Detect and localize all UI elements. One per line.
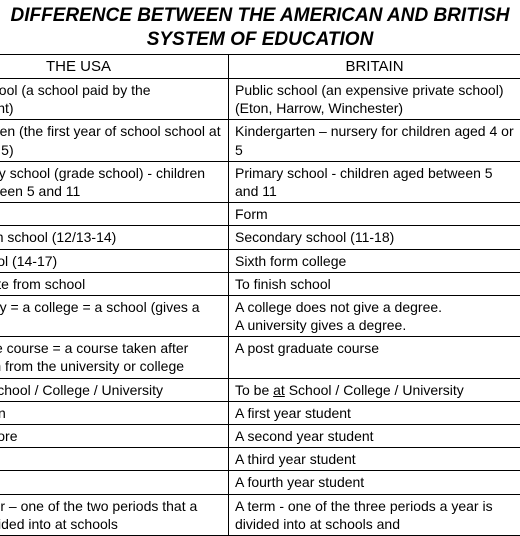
cell-uk: Sixth form college	[229, 249, 520, 272]
comparison-table: THE USA BRITAIN Public school (a school …	[0, 54, 520, 536]
cell-uk: To be at School / College / University	[229, 378, 520, 401]
table-row: GradeForm	[0, 203, 520, 226]
table-row: High school (14-17)Sixth form college	[0, 249, 520, 272]
table-row: Kindergarten (the first year of school s…	[0, 120, 520, 161]
table-header-row: THE USA BRITAIN	[0, 54, 520, 79]
cell-uk: A second year student	[229, 425, 520, 448]
cell-uk: Public school (an expensive private scho…	[229, 79, 520, 120]
cell-uk: Form	[229, 203, 520, 226]
cell-usa: A semester – one of the two periods that…	[0, 494, 229, 535]
header-usa: THE USA	[0, 54, 229, 79]
cell-usa: A university = a college = a school (giv…	[0, 295, 229, 336]
cell-usa: Kindergarten (the first year of school s…	[0, 120, 229, 161]
cell-usa: Junior high school (12/13-14)	[0, 226, 229, 249]
table-row: A semester – one of the two periods that…	[0, 494, 520, 535]
header-uk: BRITAIN	[229, 54, 520, 79]
cell-usa: High school (14-17)	[0, 249, 229, 272]
table-row: To be in School / College / UniversityTo…	[0, 378, 520, 401]
table-row: A seniorA fourth year student	[0, 471, 520, 494]
table-row: A sophomoreA second year student	[0, 425, 520, 448]
cell-uk: A fourth year student	[229, 471, 520, 494]
cell-usa: Public school (a school paid by the gove…	[0, 79, 229, 120]
cell-uk: Secondary school (11-18)	[229, 226, 520, 249]
cell-usa: To be in School / College / University	[0, 378, 229, 401]
table-row: A university = a college = a school (giv…	[0, 295, 520, 336]
cell-usa: A freshman	[0, 401, 229, 424]
cell-uk: To finish school	[229, 272, 520, 295]
table-row: A freshmanA first year student	[0, 401, 520, 424]
table-row: Public school (a school paid by the gove…	[0, 79, 520, 120]
table-row: Elementary school (grade school) - child…	[0, 161, 520, 202]
cell-usa: A graduate course = a course taken after…	[0, 337, 229, 378]
cell-uk: A first year student	[229, 401, 520, 424]
cell-uk: A post graduate course	[229, 337, 520, 378]
table-row: To graduate from schoolTo finish school	[0, 272, 520, 295]
cell-usa: A junior	[0, 448, 229, 471]
cell-usa: A sophomore	[0, 425, 229, 448]
table-row: A juniorA third year student	[0, 448, 520, 471]
table-row: Junior high school (12/13-14)Secondary s…	[0, 226, 520, 249]
cell-uk: Primary school - children aged between 5…	[229, 161, 520, 202]
cell-usa: Grade	[0, 203, 229, 226]
cell-uk: Kindergarten – nursery for children aged…	[229, 120, 520, 161]
page-title: DIFFERENCE BETWEEN THE AMERICAN AND BRIT…	[0, 0, 520, 54]
cell-uk: A college does not give a degree.A unive…	[229, 295, 520, 336]
cell-uk: A term - one of the three periods a year…	[229, 494, 520, 535]
cell-usa: Elementary school (grade school) - child…	[0, 161, 229, 202]
table-row: A graduate course = a course taken after…	[0, 337, 520, 378]
cell-usa: A senior	[0, 471, 229, 494]
cell-uk: A third year student	[229, 448, 520, 471]
cell-usa: To graduate from school	[0, 272, 229, 295]
